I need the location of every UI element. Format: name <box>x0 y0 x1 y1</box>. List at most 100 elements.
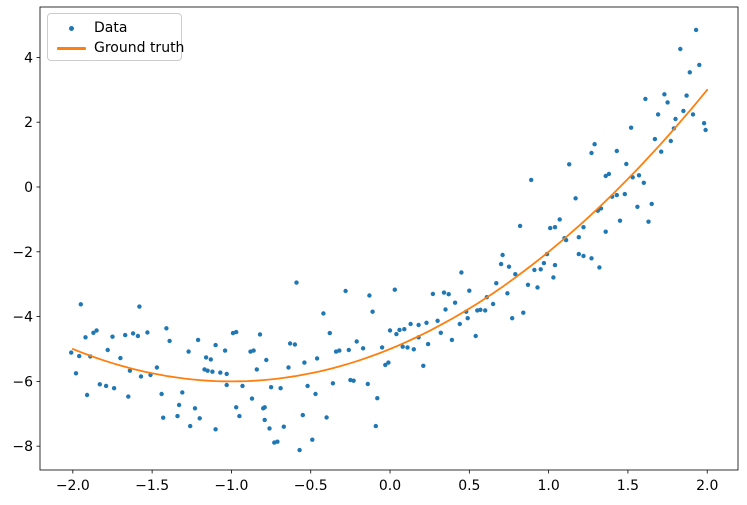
data-point <box>251 348 256 353</box>
legend-entry-ground-truth: Ground truth <box>48 39 184 57</box>
data-point <box>641 180 646 185</box>
data-point <box>643 96 648 102</box>
data-point <box>262 405 267 410</box>
data-point <box>138 374 144 379</box>
data-point <box>438 330 443 335</box>
data-point <box>614 148 619 154</box>
data-point <box>135 333 141 339</box>
data-point <box>430 291 436 297</box>
data-point <box>697 62 702 68</box>
data-point <box>300 412 305 418</box>
data-point <box>386 360 391 365</box>
data-point <box>330 381 336 386</box>
data-point <box>130 331 136 336</box>
y-tick-label: −4 <box>12 310 33 326</box>
data-point <box>310 437 315 442</box>
data-point <box>188 423 193 429</box>
data-point <box>416 322 421 328</box>
data-point <box>281 424 286 429</box>
data-point <box>473 333 478 339</box>
data-point <box>649 201 654 207</box>
data-point <box>617 218 623 223</box>
data-point <box>375 396 380 401</box>
line-swatch-icon <box>56 46 86 50</box>
data-point <box>161 415 166 420</box>
data-point <box>118 355 123 361</box>
data-point <box>443 307 448 312</box>
data-point <box>597 265 602 270</box>
data-point <box>234 405 239 410</box>
data-point <box>467 288 472 293</box>
data-point <box>589 256 594 261</box>
data-point <box>548 225 553 231</box>
data-point <box>693 27 699 33</box>
x-tick-label: 0.5 <box>458 478 480 494</box>
data-point <box>678 46 683 52</box>
data-point <box>111 386 117 391</box>
data-point <box>529 177 534 183</box>
data-point <box>684 93 689 98</box>
data-point <box>510 316 515 321</box>
data-point <box>408 321 413 327</box>
data-point <box>379 345 385 350</box>
data-point <box>324 415 329 420</box>
data-point <box>365 381 370 387</box>
data-point <box>192 406 198 411</box>
data-point <box>137 304 142 309</box>
data-point <box>186 349 191 354</box>
data-point <box>387 328 393 333</box>
data-point <box>394 331 399 337</box>
data-point <box>175 413 180 419</box>
data-point <box>154 365 160 370</box>
data-point <box>224 371 229 377</box>
data-point <box>164 326 169 331</box>
data-point <box>105 347 110 353</box>
data-point <box>294 280 299 285</box>
data-point <box>421 363 426 368</box>
data-point <box>262 417 267 423</box>
data-point <box>222 348 228 353</box>
data-point <box>506 264 512 269</box>
data-point <box>313 391 318 397</box>
data-point <box>646 219 651 224</box>
data-point <box>701 121 707 126</box>
x-tick-label: 2.0 <box>696 478 718 494</box>
legend: Data Ground truth <box>47 13 184 61</box>
data-point <box>351 378 356 383</box>
data-point <box>655 112 661 117</box>
y-tick-label: −2 <box>12 245 33 261</box>
legend-entry-data: Data <box>48 19 181 37</box>
legend-marker-area <box>48 46 94 50</box>
y-tick-label: −6 <box>12 374 33 390</box>
data-point <box>652 136 658 142</box>
data-point <box>305 383 310 389</box>
data-point <box>576 235 581 240</box>
data-point <box>254 367 259 372</box>
data-point <box>532 267 537 273</box>
x-tick-label: −1.5 <box>135 478 169 494</box>
data-point <box>687 70 692 75</box>
data-point <box>167 338 172 344</box>
x-tick-label: 1.5 <box>617 478 639 494</box>
data-point <box>264 357 269 363</box>
data-point <box>592 142 597 147</box>
data-point <box>275 439 280 444</box>
data-point <box>551 275 556 280</box>
data-point <box>435 318 440 323</box>
data-point <box>360 346 366 351</box>
data-point <box>213 342 218 348</box>
x-tick-label: −1.0 <box>214 478 248 494</box>
data-point <box>400 344 405 349</box>
data-point <box>383 362 388 368</box>
data-point <box>397 327 402 333</box>
x-tick-label: 0.0 <box>379 478 401 494</box>
data-point <box>77 353 82 359</box>
data-point <box>576 251 581 257</box>
y-tick-label: 0 <box>24 180 33 196</box>
data-point <box>457 321 462 327</box>
data-point <box>84 392 90 398</box>
x-tick-label: 1.0 <box>537 478 559 494</box>
data-point <box>302 360 307 365</box>
